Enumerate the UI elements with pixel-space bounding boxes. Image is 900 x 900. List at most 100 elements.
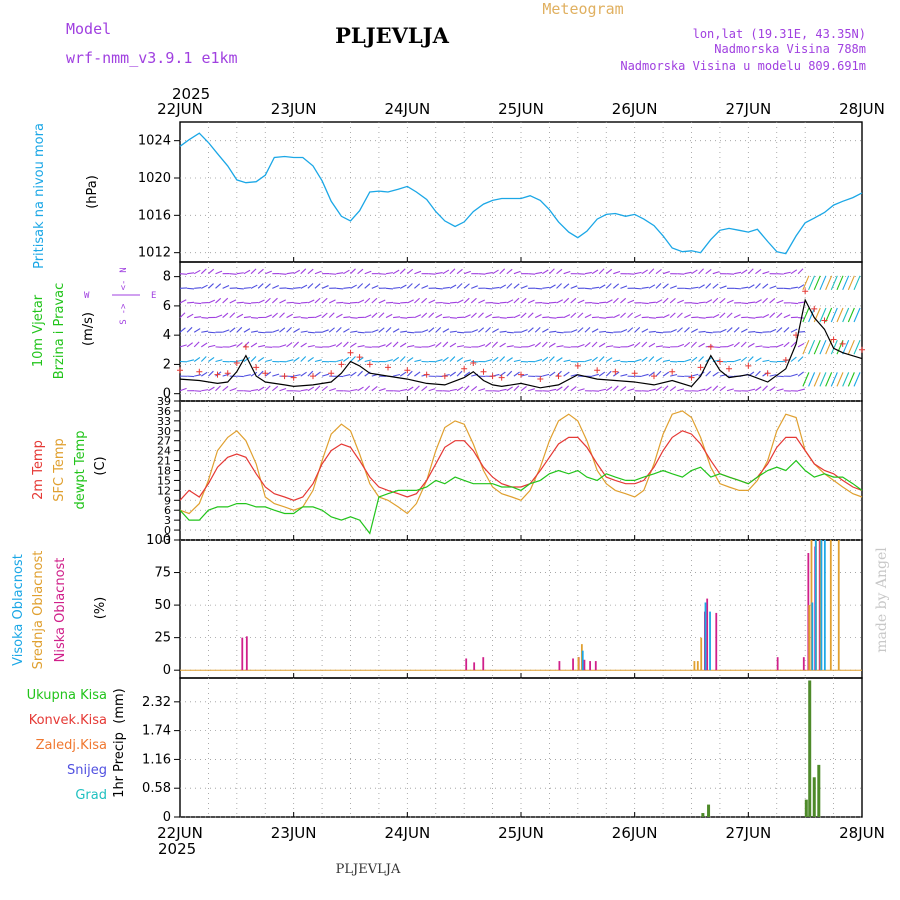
gust-mark <box>338 361 345 368</box>
wind-barb <box>556 268 563 275</box>
wind-barb <box>570 386 577 392</box>
wind-barb <box>336 359 344 363</box>
wind-barb <box>293 269 301 275</box>
wind-barb <box>783 287 791 290</box>
wind-barb <box>201 389 209 392</box>
wind-barb <box>371 329 379 333</box>
wind-barb <box>762 271 770 275</box>
wind-barb <box>748 284 755 289</box>
wind-barb <box>407 345 415 348</box>
wind-barb <box>705 283 712 289</box>
wind-barb <box>535 271 543 275</box>
wind-barb <box>222 284 230 289</box>
wind-barb <box>449 342 457 348</box>
wind-barb <box>392 341 399 348</box>
wind-barb <box>300 317 308 319</box>
storm-wind-barb <box>830 372 838 387</box>
wind-barb <box>336 301 344 304</box>
y-tick-label: 0 <box>163 387 171 402</box>
wind-barb <box>279 387 287 392</box>
wind-barb <box>300 330 308 333</box>
wind-barb <box>798 331 806 333</box>
wind-barb <box>677 299 684 304</box>
wind-barb <box>627 299 635 304</box>
wind-barb <box>684 358 692 363</box>
wind-barb <box>485 287 493 290</box>
wind-barb <box>691 316 699 319</box>
wind-barb <box>478 344 486 348</box>
gust-mark <box>441 373 448 380</box>
wind-barb <box>250 342 258 348</box>
wind-barb <box>584 358 592 363</box>
wind-barb <box>463 385 470 392</box>
wind-barb <box>364 314 372 319</box>
wind-barb <box>769 285 777 289</box>
wind-barb <box>392 356 400 362</box>
storm-wind-barb <box>813 307 821 323</box>
wind-barb <box>343 356 350 362</box>
y-tick-label: 3 <box>164 514 171 527</box>
wind-barb <box>350 330 358 333</box>
wind-barb <box>442 302 450 305</box>
storm-wind-barb <box>842 372 850 387</box>
wind-barb <box>328 299 336 304</box>
wind-barb <box>293 341 300 348</box>
wind-barb <box>364 270 372 275</box>
wind-barb <box>215 359 223 363</box>
wind-barb <box>755 357 762 362</box>
gust-mark <box>498 374 505 381</box>
wind-barb <box>293 302 301 305</box>
storm-wind-barb <box>819 339 827 355</box>
wind-barb <box>193 357 201 362</box>
storm-wind-barb <box>802 307 810 323</box>
wind-barb <box>449 301 457 304</box>
wind-barb <box>677 388 685 392</box>
wind-barb <box>769 297 776 304</box>
gust-mark <box>290 374 297 381</box>
wind-barb <box>599 330 607 333</box>
y-tick-label: 24 <box>157 445 171 458</box>
precip-bar <box>808 680 812 817</box>
wind-barb <box>463 371 471 377</box>
gust-mark <box>423 371 430 378</box>
wind-barb <box>705 268 712 275</box>
storm-wind-barb <box>830 307 838 323</box>
wind-barb <box>179 387 187 392</box>
wind-barb <box>186 359 195 363</box>
wind-barb <box>719 297 726 304</box>
wind-barb <box>293 374 301 377</box>
precip-bar <box>701 813 705 817</box>
wind-barb <box>528 273 536 275</box>
wind-barb <box>783 327 790 333</box>
wind-barb <box>627 327 634 333</box>
gust-mark <box>328 370 335 377</box>
wind-barb <box>698 330 706 333</box>
wind-barb <box>470 386 478 392</box>
wind-barb <box>456 386 464 392</box>
wind-barb <box>208 283 214 289</box>
gust-mark <box>518 371 524 378</box>
wind-barb <box>499 317 507 319</box>
bottom-day-labels: 22JUN 23JUN 24JUN 25JUN 26JUN 27JUN 28JUN <box>157 824 885 842</box>
wind-barb <box>513 371 520 377</box>
y-tick-label: 2 <box>163 357 171 372</box>
y-tick-label: 2.32 <box>142 695 171 710</box>
storm-wind-barb <box>813 372 821 387</box>
legend-convective-rain: Konvek.Kisa <box>29 713 107 728</box>
wind-barb <box>563 371 570 377</box>
wind-barb <box>762 346 770 348</box>
y-tick-label: 30 <box>157 425 171 438</box>
wind-barb <box>797 301 806 304</box>
wind-barb <box>229 299 237 304</box>
wind-barb <box>648 301 656 304</box>
wind-barb <box>684 341 691 348</box>
wind-barb <box>790 341 797 348</box>
wind-barb <box>648 342 656 348</box>
wind-barb <box>399 284 407 289</box>
wind-barb <box>606 345 614 348</box>
wind-barb <box>627 312 634 319</box>
wind-barb <box>314 359 322 363</box>
wind-barb <box>463 270 471 275</box>
wind-barb <box>790 286 798 289</box>
cloud-bar <box>700 637 703 671</box>
